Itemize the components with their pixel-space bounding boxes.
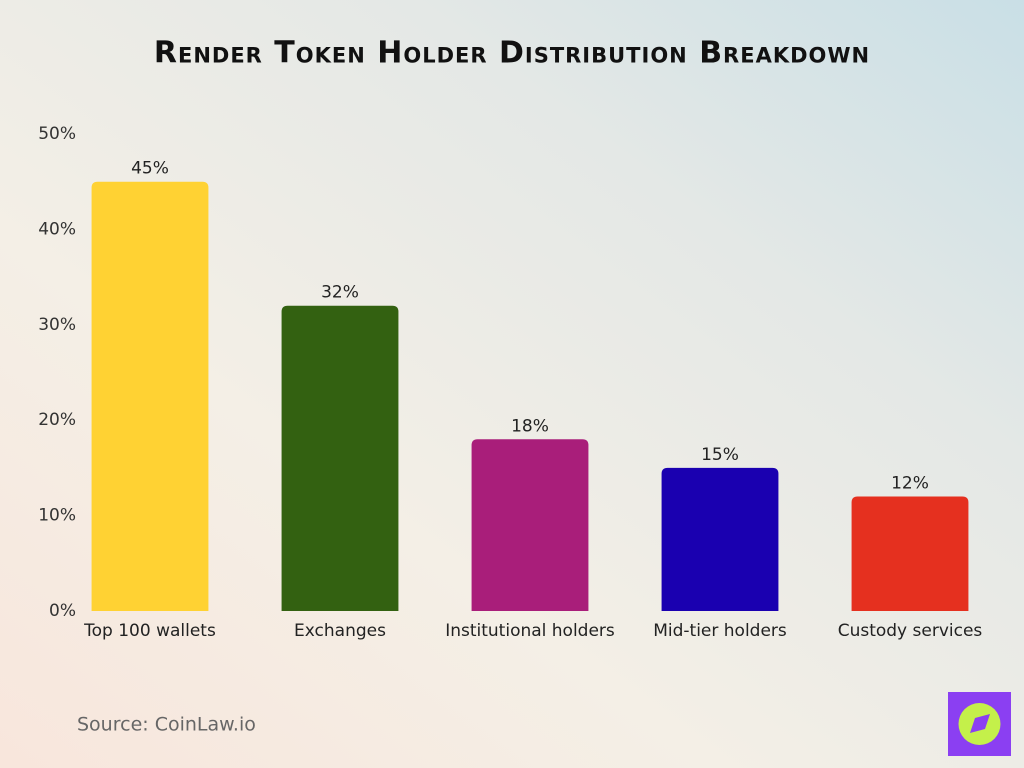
- value-label: 32%: [321, 283, 359, 303]
- source: Source: CoinLaw.io: [77, 714, 256, 736]
- y-tick-label: 30%: [38, 315, 76, 335]
- value-label: 12%: [891, 474, 929, 494]
- bar: [281, 305, 399, 611]
- y-tick-label: 40%: [38, 219, 76, 239]
- logo-glyph: [970, 714, 990, 733]
- value-label: 18%: [511, 416, 549, 436]
- y-tick-label: 10%: [38, 506, 76, 526]
- value-label: 45%: [131, 159, 169, 179]
- x-tick-label: Institutional holders: [445, 621, 615, 641]
- x-tick-label: Top 100 wallets: [83, 621, 216, 641]
- y-tick-label: 50%: [38, 124, 76, 144]
- value-label: 15%: [701, 445, 739, 465]
- logo: [948, 692, 1011, 756]
- x-tick-label: Mid-tier holders: [653, 621, 787, 641]
- y-tick-label: 20%: [38, 410, 76, 430]
- bar: [91, 181, 209, 611]
- x-tick-label: Exchanges: [294, 621, 386, 641]
- chart-title: Render Token Holder Distribution Breakdo…: [154, 36, 870, 71]
- x-tick-label: Custody services: [838, 621, 983, 641]
- bar: [851, 496, 969, 611]
- bar: [661, 467, 779, 611]
- bar: [471, 439, 589, 611]
- y-tick-label: 0%: [49, 601, 76, 621]
